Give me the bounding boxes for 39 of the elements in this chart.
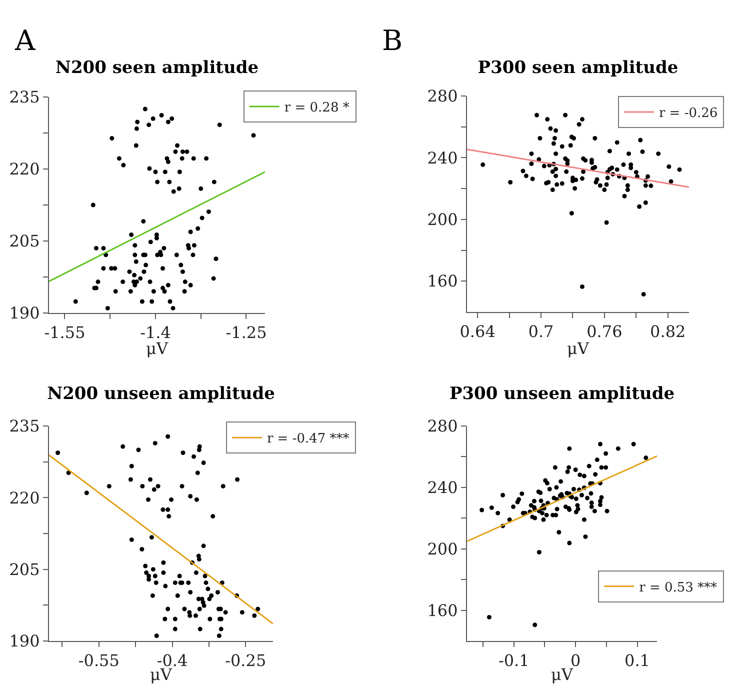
x-axis-title: μV [150, 665, 172, 684]
x-tick-label: -1.25 [226, 323, 267, 342]
y-tick-label: 160 [427, 600, 458, 620]
y-tick-label: 235 [9, 416, 40, 436]
x-tick-label: 0.82 [650, 322, 686, 342]
y-tick-label: 190 [9, 304, 40, 323]
y-tick-label: 200 [427, 210, 458, 230]
text: B [382, 24, 403, 57]
text: A [14, 24, 36, 57]
x-axis-title: μV [551, 665, 574, 684]
y-tick-label: 205 [9, 560, 40, 579]
y-tick-label: 220 [9, 488, 40, 508]
y-tick-label: 280 [427, 86, 458, 106]
x-tick-label: 0.76 [586, 322, 622, 342]
x-tick-label: -0.25 [225, 651, 266, 670]
x-tick-label: -1.55 [44, 323, 86, 342]
y-tick-label: 220 [9, 160, 40, 179]
x-tick-label: 0.7 [528, 322, 554, 342]
chart-title: P300 unseen amplitude [449, 384, 675, 404]
chart-title: N200 seen amplitude [55, 58, 259, 78]
y-tick-label: 205 [9, 232, 40, 251]
x-tick-label: 0.64 [460, 322, 496, 342]
x-tick-label: -0.55 [78, 651, 120, 670]
y-tick-label: 240 [427, 148, 458, 168]
y-tick-label: 160 [427, 272, 458, 291]
y-tick-label: 235 [9, 88, 40, 107]
legend-label: r = 0.53 *** [639, 580, 718, 596]
legend-label: r = -0.26 [658, 106, 718, 122]
x-axis-title: μV [567, 339, 590, 358]
y-tick-label: 200 [427, 539, 458, 558]
legend-label: r = -0.47 *** [266, 432, 350, 447]
y-tick-label: 240 [427, 478, 458, 498]
chart-title: N200 unseen amplitude [47, 384, 276, 404]
legend-label: r = 0.28 * [284, 100, 350, 116]
x-tick-label: 0.1 [624, 651, 650, 670]
x-tick-label: -0.1 [498, 651, 530, 670]
y-tick-label: 280 [427, 416, 458, 436]
y-tick-label: 190 [9, 632, 40, 651]
chart-title: P300 seen amplitude [478, 58, 678, 78]
